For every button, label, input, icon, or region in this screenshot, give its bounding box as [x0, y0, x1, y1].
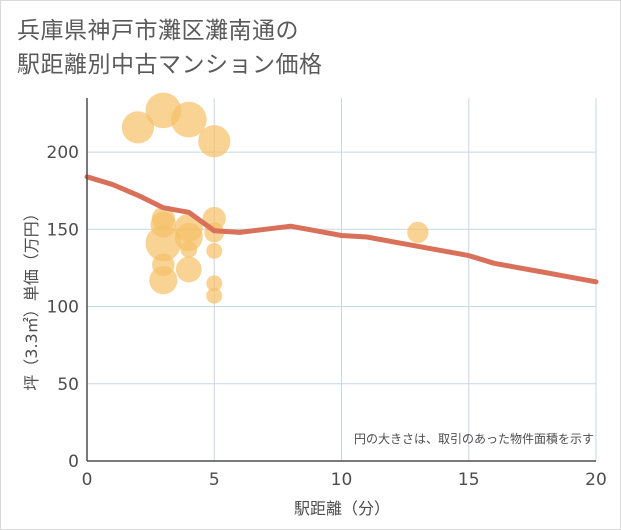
y-tick-label-50: 50 [57, 375, 79, 395]
x-tick-label-20: 20 [585, 470, 607, 490]
axes [86, 98, 596, 462]
bubble-point-11 [180, 240, 198, 258]
bubble-point-6 [145, 225, 182, 262]
bubble-point-17 [206, 287, 223, 304]
x-tick-label-0: 0 [82, 470, 93, 490]
x-tick-label-15: 15 [458, 470, 480, 490]
x-tick-label-10: 10 [331, 470, 353, 490]
bubble-point-0 [121, 111, 154, 144]
x-tick-label-5: 5 [209, 470, 220, 490]
bubble-series [121, 92, 429, 304]
bubble-point-18 [407, 221, 429, 244]
title-line-1: 兵庫県神戸市灘区灘南通の [17, 18, 299, 44]
title-line-2: 駅距離別中古マンション価格 [17, 52, 323, 78]
tick-labels: 0 50 100 150 200 0 5 10 15 20 [47, 143, 607, 490]
bubble-point-3 [198, 125, 231, 158]
y-tick-label-150: 150 [47, 220, 79, 240]
bubble-point-15 [206, 242, 223, 259]
y-axis-label: 坪（3.3㎡）単価（万円） [22, 205, 41, 390]
bubble-point-8 [149, 266, 178, 295]
x-axis-label: 駅距離（分） [294, 499, 390, 518]
average-price-line [84, 174, 599, 285]
y-tick-label-100: 100 [47, 298, 79, 318]
bubble-point-2 [170, 101, 207, 138]
bubble-point-12 [175, 256, 202, 283]
y-tick-label-0: 0 [68, 452, 79, 472]
bubble-point-10 [174, 222, 203, 252]
bubble-point-16 [206, 275, 223, 292]
size-legend-note: 円の大きさは、取引のあった物件面積を示す [354, 431, 594, 446]
chart-title: 兵庫県神戸市灘区灘南通の 駅距離別中古マンション価格 [17, 14, 323, 82]
y-tick-label-200: 200 [47, 143, 79, 163]
